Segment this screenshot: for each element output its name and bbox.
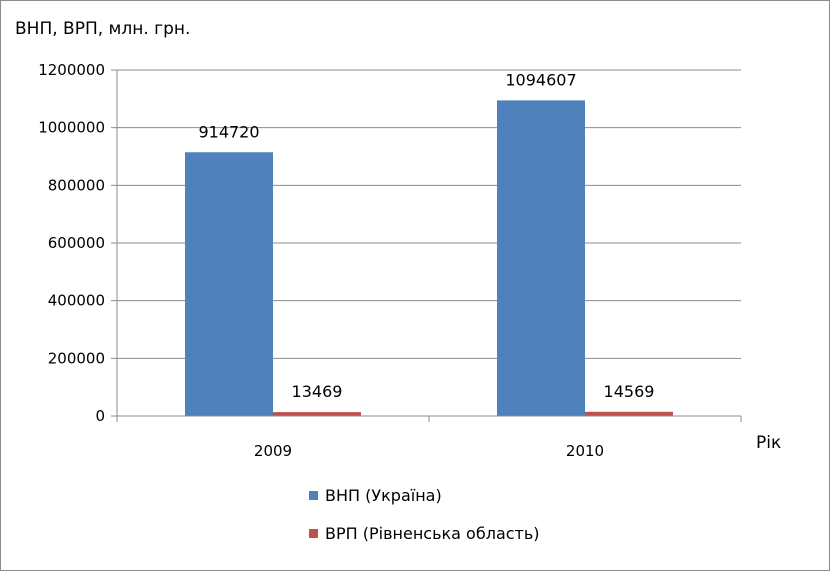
bar [185, 152, 273, 416]
bars [185, 100, 673, 417]
y-tick-label: 400000 [48, 292, 105, 310]
y-tick-label: 200000 [48, 349, 105, 367]
data-label: 1094607 [505, 70, 576, 89]
x-axis-label: Рік [756, 433, 781, 453]
x-tick-label: 2009 [254, 442, 292, 460]
bar [273, 412, 361, 416]
data-label: 14569 [604, 382, 655, 401]
legend-swatch [309, 491, 318, 500]
legend-swatch [309, 529, 318, 538]
data-label: 13469 [292, 382, 343, 401]
x-axis: 2009 2010 [116, 415, 742, 460]
y-tick-label: 1000000 [38, 119, 105, 137]
chart-title: ВНП, ВРП, млн. грн. [15, 19, 190, 39]
data-labels: 914720 13469 1094607 14569 [198, 70, 654, 401]
x-tick-label: 2010 [566, 442, 604, 460]
legend: ВНП (Україна) ВРП (Рівненська область) [309, 486, 540, 543]
y-tick-label: 0 [95, 407, 105, 425]
legend-entry: ВНП (Україна) [325, 486, 442, 505]
legend-entry: ВРП (Рівненська область) [325, 524, 540, 543]
y-tick-label: 600000 [48, 234, 105, 252]
y-tick-label: 1200000 [38, 61, 105, 79]
bar [585, 411, 673, 416]
y-axis-tick-labels: 0 200000 400000 600000 800000 1000000 1200000 [38, 61, 105, 425]
y-tick-label: 800000 [48, 176, 105, 194]
data-label: 914720 [198, 122, 259, 141]
bar [497, 100, 585, 417]
